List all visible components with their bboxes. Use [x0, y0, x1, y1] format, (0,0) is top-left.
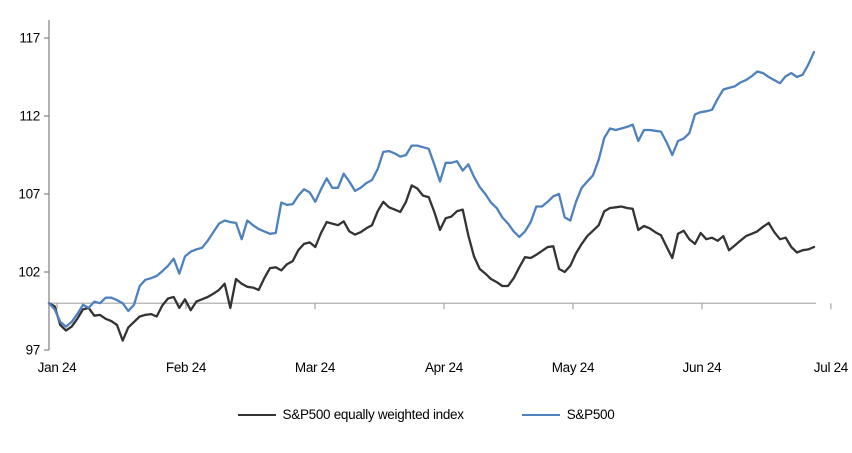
legend-label-sp500: S&P500 [566, 407, 615, 422]
equal-weight-line-swatch [237, 413, 276, 416]
equal-weight-line [47, 184, 816, 342]
x-tick-label: Mar 24 [295, 360, 336, 375]
sp500-line [47, 50, 816, 328]
y-tick-label: 112 [19, 109, 40, 124]
chart-legend: S&P500 equally weighted index S&P500 [0, 407, 852, 422]
y-tick-label: 117 [19, 31, 40, 46]
x-tick-label: Jan 24 [38, 360, 78, 375]
legend-item-sp500: S&P500 [521, 407, 615, 422]
legend-label-equal-weight: S&P500 equally weighted index [282, 407, 464, 422]
y-tick-label: 102 [18, 265, 40, 280]
x-tick-label: May 24 [552, 360, 595, 375]
x-tick-label: Feb 24 [166, 360, 207, 375]
x-tick-label: Apr 24 [425, 360, 464, 375]
y-tick-label: 97 [26, 343, 40, 358]
x-tick-label: Jul 24 [814, 360, 849, 375]
x-tick-label: Jun 24 [683, 360, 723, 375]
legend-item-equal-weight: S&P500 equally weighted index [237, 407, 464, 422]
sp500-line-swatch [521, 413, 560, 416]
y-tick-label: 107 [18, 187, 40, 202]
